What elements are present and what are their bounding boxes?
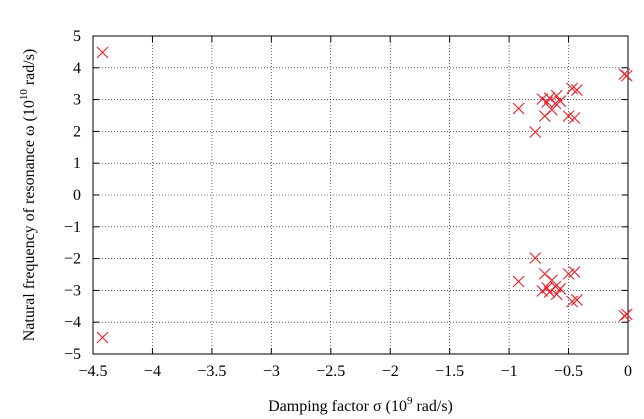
data-point — [566, 82, 579, 95]
x-tick-label: −1 — [501, 363, 518, 380]
data-point — [618, 68, 631, 81]
data-point — [96, 331, 109, 344]
y-tick-label: −3 — [64, 282, 81, 299]
x-tick-label: −3 — [263, 363, 280, 380]
x-tick-label: 0 — [624, 363, 632, 380]
data-point — [96, 46, 109, 59]
y-tick-label: 5 — [73, 28, 81, 45]
y-tick-label: 1 — [73, 155, 81, 172]
x-tick-label: −4.5 — [78, 363, 107, 380]
y-tick-labels: −5 −4 −3 −2 −1 0 1 2 3 4 5 — [64, 28, 81, 363]
y-tick-label: 3 — [73, 92, 81, 109]
data-point — [570, 84, 583, 96]
x-tick-label: −0.5 — [554, 363, 583, 380]
data-point — [512, 275, 525, 288]
y-tick-label: −2 — [64, 251, 81, 268]
grid — [93, 36, 628, 354]
y-tick-label: −1 — [64, 219, 81, 236]
data-point — [620, 308, 633, 321]
y-tick-label: 4 — [73, 60, 81, 77]
x-tick-labels: −4.5 −4 −3.5 −3 −2.5 −2 −1.5 −1 −0.5 0 — [78, 363, 632, 380]
x-tick-label: −4 — [144, 363, 161, 380]
x-tick-label: −2 — [382, 363, 399, 380]
x-tick-label: −3.5 — [197, 363, 226, 380]
axis-ticks — [92, 35, 629, 355]
data-point — [554, 95, 567, 108]
data-point — [568, 266, 581, 278]
y-tick-label: 0 — [73, 187, 81, 204]
data-point — [550, 288, 563, 301]
data-point — [529, 126, 542, 138]
data-point — [618, 309, 631, 322]
y-axis-title: Natural frequency of resonance ω (1010 r… — [18, 49, 38, 342]
data-point — [529, 252, 542, 264]
x-tick-label: −2.5 — [316, 363, 345, 380]
data-point — [512, 102, 525, 115]
data-point — [570, 294, 583, 306]
x-axis-title: Damping factor σ (109 rad/s) — [268, 395, 453, 415]
data-point — [554, 282, 567, 295]
data-points — [96, 46, 633, 344]
data-point — [550, 89, 563, 102]
x-tick-label: −1.5 — [435, 363, 464, 380]
data-point — [568, 112, 581, 124]
data-point — [566, 295, 579, 308]
y-tick-label: 2 — [73, 123, 81, 140]
y-tick-label: −4 — [64, 314, 81, 331]
y-tick-label: −5 — [64, 346, 81, 363]
data-point — [620, 69, 633, 82]
